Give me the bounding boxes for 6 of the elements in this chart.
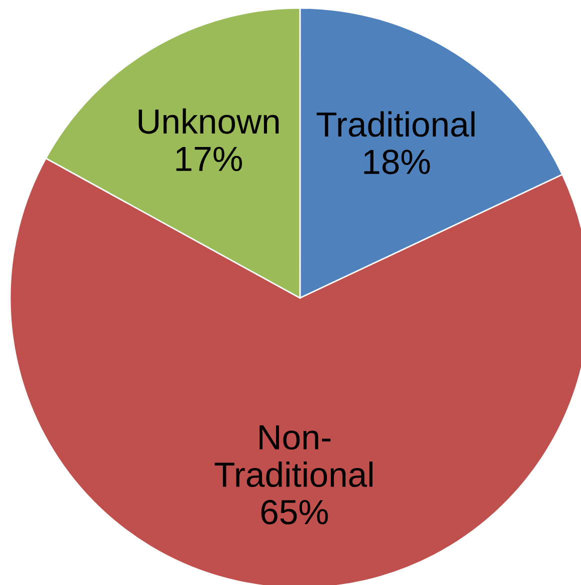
slice-label: Unknown: [138, 108, 279, 134]
data-label: 18%: [364, 150, 430, 174]
slice-label: Traditional: [316, 111, 474, 137]
data-label: 65%: [261, 500, 328, 524]
slice-label: Non-Traditional: [214, 425, 372, 488]
data-label: 17%: [176, 146, 242, 172]
